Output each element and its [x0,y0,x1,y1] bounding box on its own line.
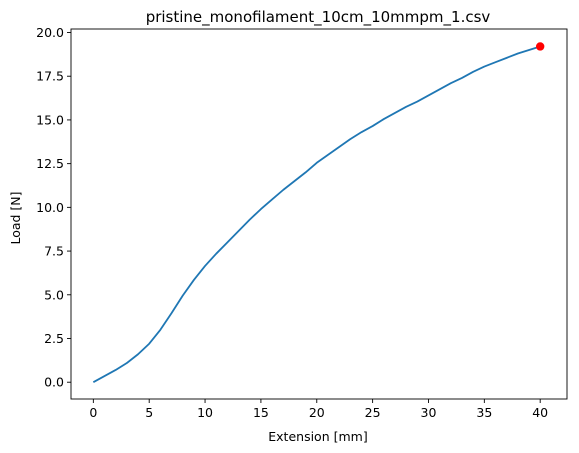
y-tick-label: 15.0 [36,112,64,127]
y-tick-label: 0.0 [44,375,64,390]
y-tick-label: 2.5 [44,331,64,346]
x-tick-label: 35 [476,405,492,420]
x-axis-label: Extension [mm] [268,429,367,444]
x-tick-label: 5 [145,405,153,420]
chart-title: pristine_monofilament_10cm_10mmpm_1.csv [146,8,491,27]
y-axis-label: Load [N] [8,191,23,244]
series-line [92,45,541,383]
y-tick-label: 10.0 [36,200,64,215]
x-tick-label: 20 [309,405,325,420]
y-tick-label: 17.5 [36,69,64,84]
plot-frame [70,28,568,400]
y-tick-label: 7.5 [44,244,64,259]
plot-content [92,42,545,383]
x-tick-label: 25 [365,405,381,420]
x-tick-label: 0 [89,405,97,420]
x-tick-label: 10 [197,405,213,420]
y-tick-label: 12.5 [36,156,64,171]
y-tick-label: 20.0 [36,25,64,40]
x-tick-label: 15 [253,405,269,420]
y-tick-label: 5.0 [44,287,64,302]
x-tick-label: 30 [421,405,437,420]
x-tick-label: 40 [532,405,548,420]
y-axis: 0.0 2.5 5.0 7.5 10.0 12.5 15.0 17.5 20.0 [36,25,71,390]
x-axis: 0 5 10 15 20 25 30 35 40 [89,399,548,420]
max-load-point [535,42,545,51]
